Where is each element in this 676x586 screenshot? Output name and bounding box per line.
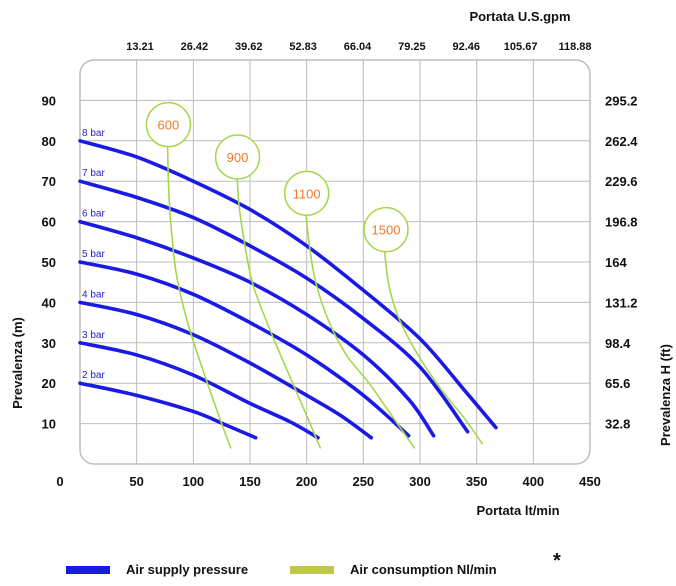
x2-tick-label: 52.83 xyxy=(289,41,317,53)
x2-tick-label: 66.04 xyxy=(344,41,372,53)
legend: Air supply pressure Air consumption Nl/m… xyxy=(0,562,676,584)
series-label-2-bar: 2 bar xyxy=(82,370,105,381)
x2-tick-label: 92.46 xyxy=(452,41,480,53)
y-tick-label: 70 xyxy=(42,174,56,189)
x-tick-label: 50 xyxy=(129,474,143,489)
series-label-7-bar: 7 bar xyxy=(82,168,105,179)
bubble-circle-600 xyxy=(145,101,192,148)
legend-label-air-consumption: Air consumption Nl/min xyxy=(350,562,497,577)
pressure-line-7-bar xyxy=(78,179,470,434)
x-tick-label: 200 xyxy=(296,474,318,489)
pressure-line-6-bar xyxy=(78,219,436,438)
y-tick-label: 50 xyxy=(42,255,56,270)
bubble-circle-1500 xyxy=(363,206,409,253)
x-tick-label: 450 xyxy=(579,474,601,489)
legend-swatch-blue xyxy=(66,565,110,574)
bubble-circle-900 xyxy=(214,134,261,180)
y2-axis-title: Prevalenza H (ft) xyxy=(658,344,673,446)
x2-tick-label: 79.25 xyxy=(398,41,426,53)
x-tick-label: 100 xyxy=(182,474,204,489)
series-label-5-bar: 5 bar xyxy=(82,249,105,260)
x2-tick-label: 118.88 xyxy=(558,41,591,53)
x2-tick-label: 105.67 xyxy=(504,41,538,53)
air-consumption-line-600 xyxy=(166,127,232,449)
y-tick-label: 60 xyxy=(42,215,56,230)
x-tick-label: 250 xyxy=(352,474,374,489)
x-tick-label: 350 xyxy=(466,474,488,489)
bubble-label-600: 600 xyxy=(158,118,180,133)
y2-tick-label: 131.2 xyxy=(605,295,638,310)
y2-tick-label: 295.2 xyxy=(605,93,638,108)
y-tick-label: 80 xyxy=(42,134,56,149)
y2-tick-label: 196.8 xyxy=(605,215,638,230)
legend-item-air-supply: Air supply pressure xyxy=(66,562,248,577)
bubble-label-1100: 1100 xyxy=(293,186,321,201)
y2-tick-label: 65.6 xyxy=(605,376,630,391)
bubble-label-1500: 1500 xyxy=(372,223,401,238)
x-tick-label: 0 xyxy=(56,474,63,489)
air-consumption-line-900 xyxy=(235,156,322,449)
x-tick-label: 400 xyxy=(522,474,544,489)
legend-label-air-supply: Air supply pressure xyxy=(126,562,249,577)
series-label-3-bar: 3 bar xyxy=(82,330,105,341)
air-consumption-line-1100 xyxy=(303,196,416,449)
tick-labels: 0 50 100 150 200 250 300 350 400 450 13.21 26.42 39.… xyxy=(42,41,639,489)
series-layer xyxy=(78,127,498,449)
x-tick-label: 150 xyxy=(239,474,261,489)
pressure-line-5-bar xyxy=(78,260,411,438)
bubble-labels: 600 900 1100 1500 xyxy=(145,101,409,253)
x2-tick-label: 39.62 xyxy=(235,41,263,53)
x-axis-title: Portata lt/min xyxy=(476,503,559,518)
y-tick-label: 40 xyxy=(42,295,56,310)
pressure-line-8-bar xyxy=(78,139,498,430)
y2-tick-label: 164 xyxy=(605,255,627,270)
note-asterisk: * xyxy=(553,550,561,572)
pressure-line-4-bar xyxy=(78,300,374,440)
series-label-8-bar: 8 bar xyxy=(82,128,105,139)
y2-tick-label: 98.4 xyxy=(605,336,631,351)
y2-tick-label: 32.8 xyxy=(605,417,630,432)
pressure-line-2-bar xyxy=(78,381,258,440)
y-tick-label: 10 xyxy=(42,417,56,432)
series-label-6-bar: 6 bar xyxy=(82,209,105,220)
x2-axis-title: Portata U.S.gpm xyxy=(469,9,570,24)
y-axis-title: Prevalenza (m) xyxy=(10,317,25,409)
air-consumption-line-1500 xyxy=(382,241,484,445)
x-tick-label: 300 xyxy=(409,474,431,489)
legend-item-air-consumption: Air consumption Nl/min xyxy=(290,562,497,577)
x2-tick-label: 13.21 xyxy=(126,41,154,53)
pressure-line-3-bar xyxy=(78,341,320,440)
grid xyxy=(80,60,590,464)
x2-tick-label: 26.42 xyxy=(181,41,209,53)
y2-tick-label: 229.6 xyxy=(605,174,638,189)
y2-tick-label: 262.4 xyxy=(605,134,638,149)
y-tick-label: 20 xyxy=(42,376,56,391)
series-label-4-bar: 4 bar xyxy=(82,289,105,300)
y-tick-label: 90 xyxy=(42,93,56,108)
legend-swatch-green xyxy=(290,565,334,574)
bubble-label-900: 900 xyxy=(227,150,249,165)
y-tick-label: 30 xyxy=(42,336,56,351)
bubble-circle-1100 xyxy=(283,170,330,217)
series-labels: 2 bar 3 bar 4 bar 5 bar 6 bar 7 bar 8 bar xyxy=(82,128,105,381)
